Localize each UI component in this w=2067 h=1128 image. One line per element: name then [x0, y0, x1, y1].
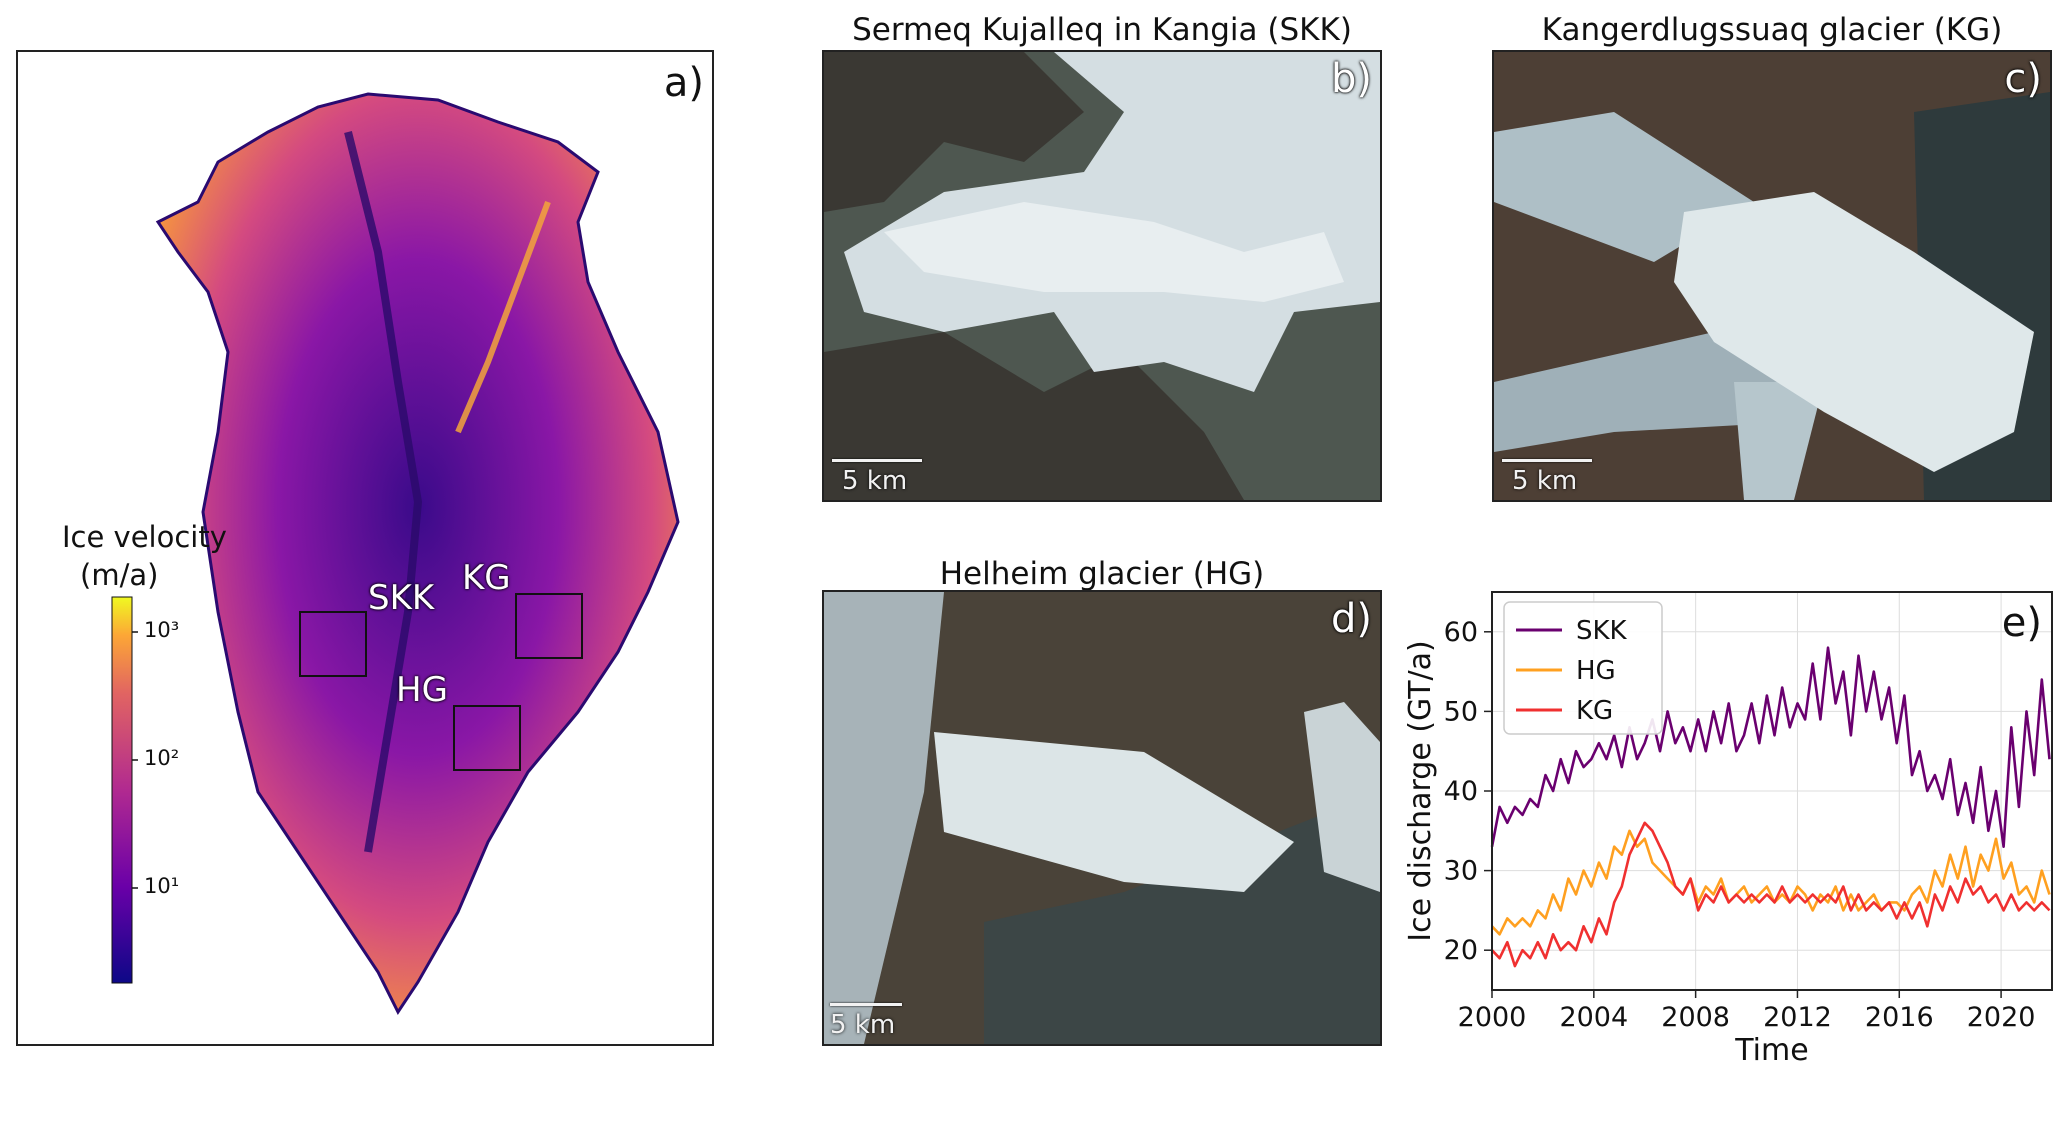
colorbar: [111, 596, 133, 984]
colorbar-title-line2: (m/a): [80, 558, 159, 592]
scale-bar-line: [830, 1003, 902, 1006]
hg-map-label: HG: [396, 670, 448, 710]
scale-bar: 5 km: [830, 1003, 902, 1040]
scale-bar: 5 km: [832, 459, 922, 496]
greenland-ice-sheet: [155, 92, 680, 1015]
rock-terrain: [824, 332, 1244, 500]
skk-map-label: SKK: [368, 578, 435, 618]
scale-bar-line: [832, 459, 922, 462]
scale-bar-line: [1502, 459, 1592, 462]
panel-d-title: Helheim glacier (HG): [939, 556, 1265, 592]
y-tick-label: 40: [1444, 776, 1478, 807]
kg-map-label: KG: [462, 558, 511, 598]
glacier-ice: [1304, 702, 1380, 892]
x-tick-label: 2004: [1559, 1002, 1628, 1033]
glacier-ice: [824, 592, 944, 1044]
calving-front: [934, 732, 1294, 892]
panel-b-title: Sermeq Kujalleq in Kangia (SKK): [852, 12, 1352, 48]
panel-b-satellite-image: b) 5 km: [822, 50, 1382, 502]
greenland-velocity-map: [111, 92, 680, 1015]
legend-label-hg: HG: [1576, 656, 1616, 686]
panel-b-label: b): [1331, 56, 1372, 102]
legend-label-kg: KG: [1576, 696, 1613, 726]
panel-e-label: e): [2002, 600, 2042, 646]
panel-c-title: Kangerdlugssuaq glacier (KG): [1541, 12, 2003, 48]
series-line-kg: [1491, 821, 2051, 968]
legend-label-skk: SKK: [1576, 616, 1628, 646]
calving-front: [1674, 192, 2034, 472]
kg-box: [515, 593, 583, 659]
panel-c-label: c): [2004, 56, 2042, 102]
y-tick-label: 20: [1444, 935, 1478, 966]
panel-c-satellite-image: c) 5 km: [1492, 50, 2052, 502]
panel-a-label: a): [663, 60, 704, 106]
y-axis-label: Ice discharge (GT/a): [1403, 640, 1438, 941]
scale-bar: 5 km: [1502, 459, 1592, 496]
panel-e-discharge-chart: 2000 2004 2008 2012 2016 2020 20 30 40 50 60 Time Ic…: [1400, 560, 2060, 1120]
series-line-hg: [1491, 829, 2051, 936]
colorbar-tick-label: 10¹: [144, 874, 180, 898]
scale-bar-label: 5 km: [1512, 466, 1578, 496]
series-line-skk: [1490, 646, 2051, 849]
colorbar-tick-label: 10²: [144, 746, 180, 770]
glacier-ice: [884, 202, 1344, 302]
colorbar-title-line1: Ice velocity: [62, 520, 227, 554]
hg-box: [453, 705, 521, 771]
y-tick-label: 50: [1444, 696, 1478, 727]
colorbar-tick-label: 10³: [144, 618, 180, 642]
skk-satellite-scene: [824, 52, 1380, 500]
central-ice-divide: [344, 131, 423, 853]
x-axis-label: Time: [1734, 1033, 1808, 1068]
scale-bar-label: 5 km: [842, 466, 908, 496]
panel-d-label: d): [1331, 596, 1372, 642]
panel-d-satellite-image: d) 5 km: [822, 590, 1382, 1046]
hg-satellite-scene: [824, 592, 1380, 1044]
x-tick-label: 2012: [1763, 1002, 1832, 1033]
y-tick-label: 60: [1444, 617, 1478, 648]
x-tick-label: 2020: [1967, 1002, 2036, 1033]
kg-satellite-scene: [1494, 52, 2050, 500]
panel-a-velocity-map: a) Ice velocity (m/a) 10³ 10² 10¹ SKK KG…: [16, 50, 714, 1046]
x-tick-label: 2008: [1661, 1002, 1730, 1033]
x-tick-label: 2016: [1865, 1002, 1934, 1033]
legend-box: [1503, 601, 1663, 735]
rock-terrain: [824, 52, 1084, 212]
skk-box: [299, 611, 367, 677]
scale-bar-label: 5 km: [830, 1010, 896, 1040]
discharge-line-chart: 2000 2004 2008 2012 2016 20202030405060TimeIc…: [1403, 591, 2053, 1068]
glacier-ice: [1734, 382, 1824, 500]
y-tick-label: 30: [1444, 856, 1478, 887]
x-tick-label: 2000: [1458, 1002, 1527, 1033]
northeast-ice-stream: [455, 200, 551, 434]
